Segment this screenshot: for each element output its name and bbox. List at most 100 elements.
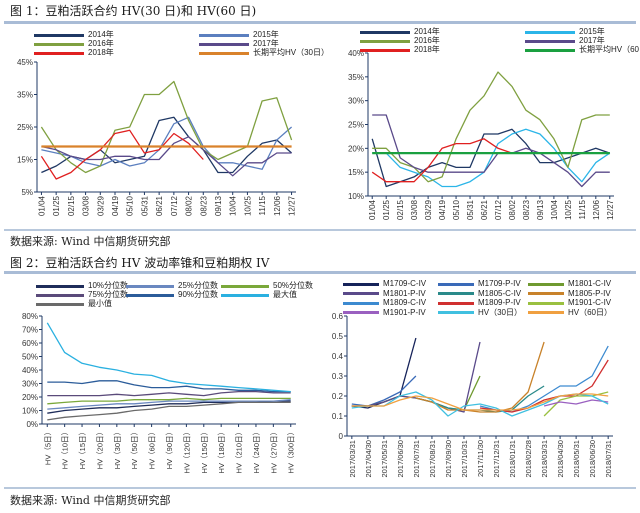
x-tick-label: 02/15 bbox=[67, 195, 76, 216]
x-tick-label: 11/15 bbox=[258, 195, 267, 215]
series-line-3 bbox=[47, 390, 291, 397]
legend-swatch bbox=[438, 301, 474, 305]
series-line-5 bbox=[46, 322, 291, 393]
x-tick-label: 01/04 bbox=[368, 199, 377, 220]
x-tick-label: 06/21 bbox=[155, 195, 164, 216]
legend-label: HV（60日） bbox=[568, 307, 613, 317]
series-line-11 bbox=[351, 393, 609, 411]
legend-item: M1901-C-IV bbox=[528, 298, 611, 308]
x-tick-label: 10/25 bbox=[243, 195, 252, 216]
x-tick-label: 2017/03/31 bbox=[348, 440, 357, 478]
y-tick-label: 0.6 bbox=[332, 312, 344, 321]
legend-item: 50%分位数 bbox=[221, 281, 313, 291]
legend-label: M1809-C-IV bbox=[383, 298, 427, 307]
series-line-4 bbox=[47, 380, 291, 393]
x-tick-label: HV（10日） bbox=[61, 428, 70, 469]
y-tick-label: 25% bbox=[17, 123, 33, 132]
x-tick-label: 03/29 bbox=[96, 195, 105, 216]
legend-swatch bbox=[525, 39, 575, 43]
legend-label: 长期平均HV（30日） bbox=[253, 48, 330, 57]
legend-item: 最大值 bbox=[221, 290, 297, 300]
legend-item: 长期平均HV（30日） bbox=[199, 48, 329, 58]
figure-2-divider bbox=[4, 271, 636, 274]
x-tick-label: 2017/10/31 bbox=[460, 440, 469, 478]
x-tick-label: 2018/01/31 bbox=[508, 440, 517, 478]
legend-label: M1709-C-IV bbox=[383, 279, 427, 288]
x-tick-label: 01/25 bbox=[382, 199, 391, 220]
x-tick-label: 03/08 bbox=[82, 195, 91, 216]
legend-label: 2016年 bbox=[88, 39, 114, 48]
y-tick-label: 0.5 bbox=[332, 332, 344, 341]
legend-item: M1709-P-IV bbox=[438, 279, 521, 289]
y-tick-label: 40% bbox=[348, 49, 364, 58]
y-tick-label: 30% bbox=[348, 97, 364, 106]
legend-item: 2017年 bbox=[199, 39, 279, 49]
x-tick-label: 09/13 bbox=[536, 199, 545, 220]
x-tick-label: HV（50日） bbox=[130, 428, 139, 469]
series-line-2 bbox=[47, 397, 291, 405]
x-tick-label: 2017/07/31 bbox=[412, 440, 421, 478]
x-tick-label: HV（120日） bbox=[182, 428, 191, 473]
series-line-3 bbox=[41, 136, 292, 177]
x-tick-label: 10/25 bbox=[564, 199, 573, 220]
x-tick-label: 05/31 bbox=[466, 199, 475, 220]
x-tick-label: 03/08 bbox=[410, 199, 419, 220]
legend-item: 2014年 bbox=[34, 30, 114, 40]
legend-label: 最小值 bbox=[88, 299, 112, 308]
x-tick-label: HV（60日） bbox=[148, 428, 157, 469]
x-tick-label: 08/02 bbox=[508, 199, 517, 220]
x-tick-label: HV（270日） bbox=[269, 428, 278, 473]
legend-item: HV（60日） bbox=[528, 308, 612, 318]
legend-swatch bbox=[528, 311, 564, 314]
y-tick-label: 0.4 bbox=[332, 352, 344, 361]
x-tick-label: HV（30日） bbox=[113, 428, 122, 469]
legend-label: 90%分位数 bbox=[178, 290, 219, 299]
legend-swatch bbox=[438, 311, 474, 314]
x-tick-label: 05/10 bbox=[126, 195, 135, 216]
legend-swatch bbox=[438, 282, 474, 286]
y-tick-label: 80% bbox=[22, 312, 38, 321]
y-tick-label: 35% bbox=[17, 91, 33, 100]
legend-swatch bbox=[221, 293, 269, 297]
y-tick-label: 45% bbox=[17, 58, 33, 67]
figure-1-divider bbox=[4, 21, 636, 24]
series-line-4 bbox=[371, 138, 513, 183]
series-line-2 bbox=[40, 80, 293, 174]
legend-item: M1801-C-IV bbox=[528, 279, 611, 289]
x-tick-label: 2018/04/30 bbox=[556, 440, 565, 478]
legend-label: 10%分位数 bbox=[88, 281, 129, 290]
legend-label: 75%分位数 bbox=[88, 290, 129, 299]
x-tick-label: 08/23 bbox=[199, 195, 208, 216]
x-tick-label: 2017/08/31 bbox=[428, 440, 437, 478]
x-tick-label: 11/15 bbox=[578, 199, 587, 219]
legend-swatch bbox=[36, 302, 84, 306]
x-tick-label: 04/19 bbox=[438, 199, 447, 220]
x-tick-label: 06/21 bbox=[480, 199, 489, 220]
x-tick-label: HV（210日） bbox=[235, 428, 244, 473]
legend-swatch bbox=[343, 311, 379, 314]
legend-swatch bbox=[36, 284, 84, 288]
legend-swatch bbox=[34, 42, 84, 46]
legend-swatch bbox=[126, 293, 174, 297]
y-tick-label: 15% bbox=[17, 156, 33, 165]
y-tick-label: 60% bbox=[22, 339, 38, 348]
legend-swatch bbox=[525, 48, 575, 52]
series-line-0 bbox=[371, 128, 611, 188]
x-tick-label: HV（90日） bbox=[165, 428, 174, 469]
x-tick-label: 12/06 bbox=[273, 195, 282, 216]
x-tick-label: 01/04 bbox=[37, 195, 46, 216]
x-tick-label: 10/04 bbox=[229, 195, 238, 216]
x-tick-label: 03/29 bbox=[424, 199, 433, 220]
legend-item: 最小值 bbox=[36, 299, 112, 309]
x-tick-label: 12/27 bbox=[288, 195, 297, 216]
legend-item: M1805-P-IV bbox=[528, 289, 611, 299]
legend-item: 2018年 bbox=[34, 48, 114, 58]
x-tick-label: 2017/04/30 bbox=[364, 440, 373, 478]
legend-item: M1809-P-IV bbox=[438, 298, 521, 308]
legend-item: HV（30日） bbox=[438, 308, 522, 318]
legend-item: M1901-P-IV bbox=[343, 308, 426, 318]
legend-label: M1901-C-IV bbox=[568, 298, 612, 307]
x-tick-label: HV（15日） bbox=[78, 428, 87, 469]
